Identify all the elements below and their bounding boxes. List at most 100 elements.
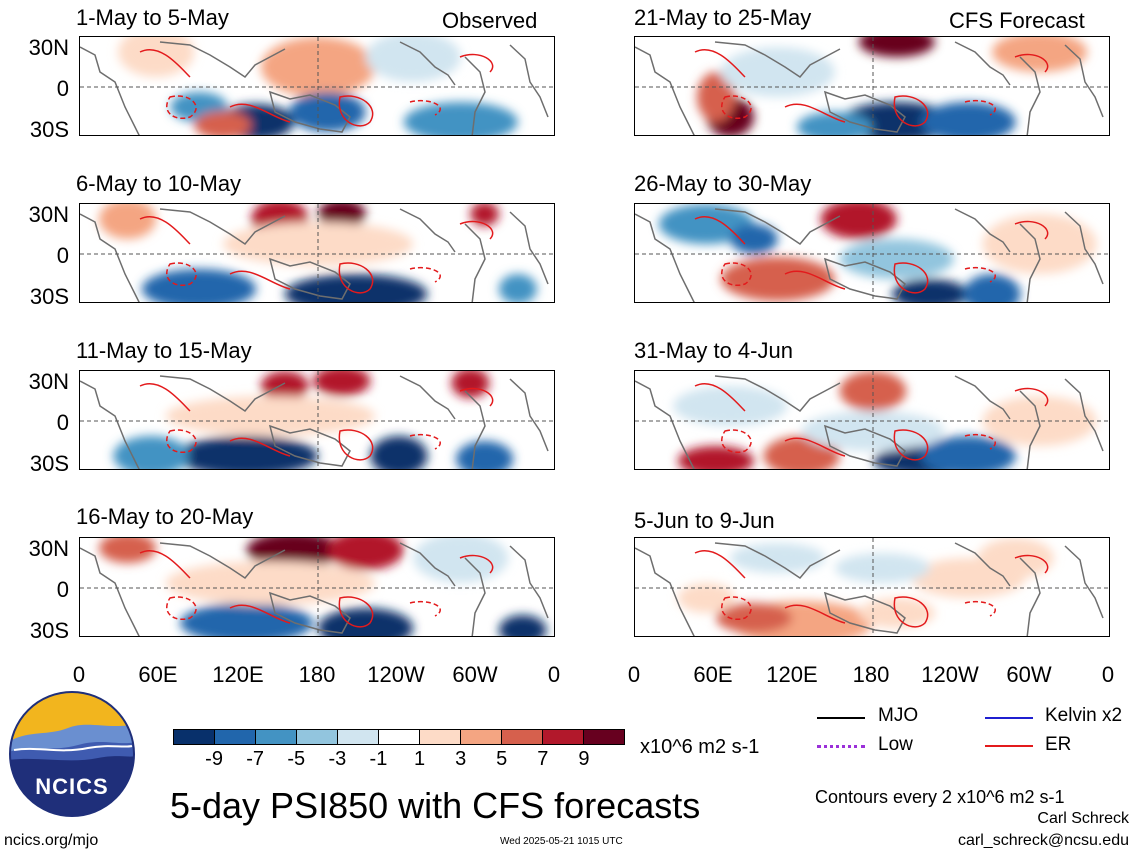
coastline	[80, 208, 549, 302]
colorbar-tick-label: 1	[413, 748, 426, 770]
map-field	[80, 37, 554, 135]
map-field	[635, 538, 1109, 636]
anomaly-region	[179, 603, 314, 636]
anomaly-region	[318, 608, 414, 636]
er-contour-negative	[166, 596, 441, 620]
footer-url[interactable]: ncics.org/mjo	[4, 832, 99, 849]
anomaly-region	[175, 436, 318, 469]
y-tick-eq-1: 0	[56, 76, 69, 101]
map-panel-left-3	[79, 370, 555, 470]
colorbar-swatch	[461, 730, 502, 744]
legend-label-mjo: MJO	[878, 705, 919, 726]
map-panel-right-1	[634, 36, 1110, 136]
colorbar-tick-label: -7	[246, 748, 265, 770]
er-contour-negative	[166, 429, 441, 453]
forecast-label: CFS Forecast	[949, 8, 1085, 33]
contours-note: Contours every 2 x10^6 m2 s-1	[815, 787, 1065, 807]
legend-line-er	[985, 745, 1033, 747]
panel-title-left-2: 6-May to 10-May	[76, 171, 242, 196]
coastline	[80, 41, 549, 135]
coastline	[635, 41, 1104, 135]
anomaly-region	[365, 37, 461, 82]
colorbar-tick-label: 3	[455, 748, 467, 770]
anomaly-region	[327, 538, 404, 570]
colorbar-swatch	[215, 730, 256, 744]
anomaly-region	[992, 37, 1088, 72]
y-tick-30s-2: 30S	[29, 284, 69, 309]
anomaly-region	[720, 47, 835, 97]
anomaly-region	[456, 441, 514, 469]
colorbar-tick-label: -5	[287, 748, 306, 770]
map-field	[635, 371, 1109, 469]
anomaly-region	[498, 274, 537, 302]
x-tick-right-0: 0	[627, 662, 641, 687]
y-tick-30n-4: 30N	[28, 536, 69, 561]
colorbar-swatch	[420, 730, 461, 744]
footer-author: Carl Schreck	[1037, 810, 1129, 827]
x-tick-left-120e: 120E	[212, 662, 264, 687]
anomaly-region	[820, 204, 897, 239]
panel-title-right-3: 31-May to 4-Jun	[634, 338, 793, 363]
anomaly-region	[165, 396, 376, 436]
colorbar-swatch	[338, 730, 379, 744]
x-tick-left-120w: 120W	[367, 662, 425, 687]
panel-title-left-1: 1-May to 5-May	[76, 5, 229, 30]
y-tick-30n-3: 30N	[28, 369, 69, 394]
legend-line-kelvin	[985, 717, 1033, 719]
colorbar-swatch	[174, 730, 215, 744]
anomaly-region	[260, 371, 309, 401]
anomaly-region	[99, 204, 157, 239]
er-contour-negative	[721, 262, 996, 286]
anomaly-region	[370, 436, 428, 469]
er-contour	[694, 550, 1049, 628]
footer-email[interactable]: carl_schreck@ncsu.edu	[958, 832, 1129, 849]
coastline	[635, 542, 1104, 636]
x-tick-right-60e: 60E	[693, 662, 733, 687]
panel-title-left-4: 16-May to 20-May	[76, 504, 254, 529]
anomaly-region	[834, 553, 931, 583]
anomaly-region	[892, 279, 969, 302]
anomaly-region	[677, 583, 735, 613]
panel-title-right-4: 5-Jun to 9-Jun	[634, 508, 775, 533]
footer-timestamp: Wed 2025-05-21 1015 UTC	[500, 836, 623, 847]
ncics-logo: NCICS	[9, 691, 135, 817]
colorbar-swatches	[173, 729, 625, 745]
anomaly-region	[194, 111, 252, 135]
legend-label-low: Low	[878, 734, 913, 755]
x-tick-left-60w: 60W	[452, 662, 498, 687]
coastline	[80, 542, 549, 636]
er-contour-negative	[721, 95, 996, 119]
anomaly-region	[673, 386, 788, 426]
colorbar-tick-label: 5	[496, 748, 508, 770]
map-field	[80, 371, 554, 469]
y-tick-30s-1: 30S	[29, 117, 69, 142]
map-panel-right-2	[634, 203, 1110, 303]
anomaly-region	[451, 371, 490, 398]
er-contour	[139, 383, 494, 461]
anomaly-region	[284, 274, 428, 302]
er-contour-negative	[166, 262, 441, 286]
legend-line-mjo	[817, 717, 865, 719]
anomaly-region	[858, 598, 935, 628]
map-field	[80, 204, 554, 302]
er-contour	[139, 49, 494, 127]
anomaly-region	[99, 538, 157, 563]
y-tick-30s-4: 30S	[29, 618, 69, 643]
x-tick-left-180: 180	[298, 662, 336, 687]
colorbar-tick-label: -1	[369, 748, 388, 770]
anomaly-region	[715, 603, 793, 633]
x-tick-right-360: 0	[1101, 662, 1115, 687]
anomaly-region	[113, 436, 190, 469]
legend-label-kelvin: Kelvin x2	[1045, 705, 1123, 726]
x-tick-right-120e: 120E	[766, 662, 818, 687]
anomaly-region	[413, 538, 509, 583]
anomaly-region	[730, 224, 778, 254]
legend-line-low	[817, 745, 865, 748]
anomaly-region	[730, 543, 826, 573]
map-field	[635, 204, 1109, 302]
y-tick-eq-2: 0	[56, 243, 69, 268]
anomaly-region	[313, 371, 371, 396]
legend-label-er: ER	[1045, 734, 1072, 755]
er-contour-negative	[721, 596, 996, 620]
colorbar-tick-label: -3	[328, 748, 347, 770]
